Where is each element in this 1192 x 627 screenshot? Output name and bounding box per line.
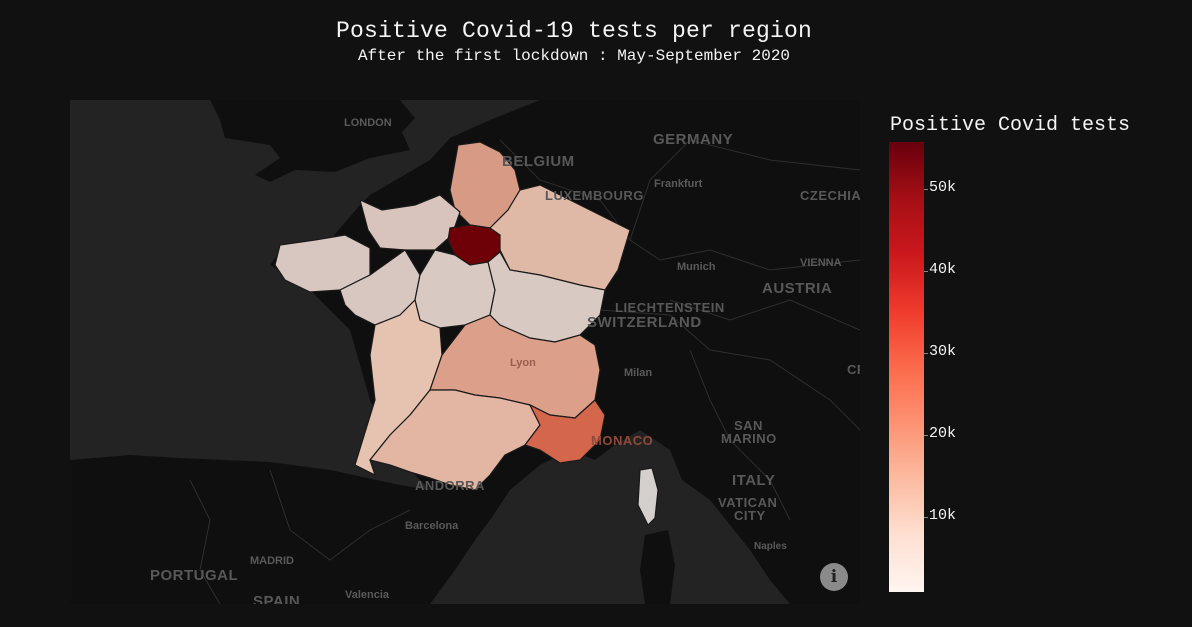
label-austria: AUSTRIA <box>762 280 833 297</box>
label-vatican: VATICAN <box>718 495 778 510</box>
colorbar-title: Positive Covid tests <box>890 114 1131 137</box>
region-grand-est[interactable] <box>489 184 631 291</box>
label-spain: SPAIN <box>253 593 301 604</box>
label-frankfurt: Frankfurt <box>654 178 703 190</box>
colorbar-tick-40k: 40k <box>929 261 957 278</box>
label-vienna: VIENNA <box>800 257 842 269</box>
label-milan: Milan <box>624 367 653 379</box>
label-czechia: CZECHIA <box>800 188 860 203</box>
region-provence-alpes-cote-azur[interactable] <box>524 399 606 464</box>
colorbar-tick-50k: 50k <box>929 179 957 196</box>
label-monaco: MONACO <box>591 433 654 448</box>
label-marino: MARINO <box>721 431 777 446</box>
label-naples: Naples <box>754 541 787 552</box>
map-canvas[interactable] <box>70 100 860 604</box>
label-portugal: PORTUGAL <box>150 567 239 584</box>
sardinia-landmass <box>640 530 675 604</box>
label-belgium: BELGIUM <box>502 153 575 170</box>
map-subtitle: After the first lockdown : May-September… <box>357 47 791 65</box>
label-germany: GERMANY <box>653 131 734 148</box>
uk-landmass <box>210 100 415 182</box>
colorbar-tick-mark <box>924 271 928 272</box>
label-italy: ITALY <box>732 472 776 489</box>
colorbar-tick-mark <box>924 517 928 518</box>
colorbar-tick-mark <box>924 435 928 436</box>
colorbar-tick-mark <box>924 189 928 190</box>
region-corse[interactable] <box>637 467 659 527</box>
label-san: SAN <box>734 418 763 433</box>
colorbar-tick-mark <box>924 353 928 354</box>
label-london: LONDON <box>344 117 392 129</box>
basemap-borders <box>189 139 860 604</box>
label-luxembourg: LUXEMBOURG <box>545 188 644 203</box>
label-vatican-city: CITY <box>734 508 766 523</box>
label-liechtenstein: LIECHTENSTEIN <box>615 300 725 315</box>
label-munich: Munich <box>677 261 716 273</box>
label-lyon: Lyon <box>510 357 536 369</box>
colorbar-tick-20k: 20k <box>929 425 957 442</box>
label-madrid: MADRID <box>250 555 294 567</box>
colorbar-tick-10k: 10k <box>929 507 957 524</box>
label-valencia: Valencia <box>345 589 390 601</box>
region-layer[interactable] <box>274 141 659 527</box>
label-switzerland: SWITZERLAND <box>587 314 702 331</box>
choropleth-map[interactable]: LONDON GERMANY BELGIUM LUXEMBOURG Frankf… <box>70 100 860 604</box>
label-cro: CRO <box>847 362 860 377</box>
colorbar <box>889 142 924 592</box>
colorbar-tick-30k: 30k <box>929 343 957 360</box>
region-occitanie[interactable] <box>368 389 541 491</box>
label-barcelona: Barcelona <box>405 520 459 532</box>
map-title: Positive Covid-19 tests per region <box>335 18 813 44</box>
label-andorra: ANDORRA <box>415 478 485 493</box>
info-icon[interactable]: i <box>820 563 848 591</box>
